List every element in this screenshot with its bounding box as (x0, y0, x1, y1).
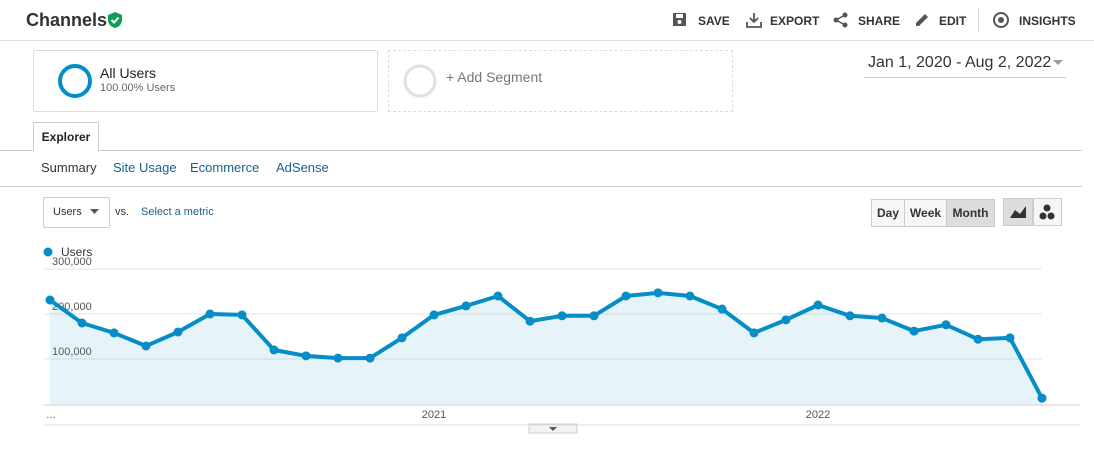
subtab-line (0, 186, 1082, 187)
segment-name: All Users (100, 65, 157, 81)
point (205, 309, 215, 319)
point (333, 353, 343, 363)
date-picker[interactable] (864, 53, 1066, 78)
point (621, 291, 631, 301)
point (973, 334, 983, 344)
x-tick-label: 2022 (806, 409, 830, 421)
point (461, 301, 471, 311)
point (717, 304, 727, 314)
select-metric[interactable]: Select a metric (141, 206, 214, 218)
edit-button[interactable]: EDIT (939, 14, 967, 28)
point (845, 311, 855, 321)
export-icon[interactable] (746, 12, 762, 28)
period-button[interactable]: Day (871, 199, 905, 227)
legend-label: Users (61, 245, 92, 259)
x-tick-label: 2021 (422, 409, 446, 421)
point (77, 318, 87, 328)
verified-icon (108, 12, 122, 28)
period-button[interactable]: Month (946, 199, 995, 227)
add-segment-card[interactable] (388, 50, 733, 112)
y-tick-label: 300,000 (52, 256, 92, 268)
point (141, 341, 151, 351)
point (589, 311, 599, 321)
point (877, 313, 887, 323)
collapse-caret (549, 427, 557, 431)
vs-label: vs. (115, 206, 130, 218)
subtab[interactable]: Site Usage (113, 160, 177, 175)
x-tick-label: ... (46, 409, 55, 421)
area (50, 292, 1042, 404)
point (1005, 333, 1015, 343)
edit-icon[interactable] (914, 12, 930, 28)
page-title: Channels (26, 10, 108, 30)
point (269, 345, 279, 355)
line (48, 290, 1044, 400)
save-icon[interactable] (672, 12, 688, 28)
legend-dot (43, 247, 53, 257)
point (493, 291, 503, 301)
header-bar (0, 0, 1094, 41)
insights-button[interactable]: INSIGHTS (1019, 14, 1076, 28)
point (1037, 393, 1047, 403)
divider (978, 8, 979, 32)
segment-card[interactable] (33, 50, 378, 112)
metric-dropdown[interactable] (43, 197, 110, 228)
chart-type-toggle[interactable] (1003, 198, 1063, 226)
share-button[interactable]: SHARE (858, 14, 901, 28)
add-segment-ring (403, 64, 437, 98)
share-icon[interactable] (833, 12, 849, 28)
export-button[interactable]: EXPORT (770, 14, 820, 28)
segment-detail: 100.00% Users (100, 82, 176, 94)
point (653, 288, 663, 298)
point (525, 316, 535, 326)
metric-caret (90, 209, 99, 214)
add-segment[interactable]: + Add Segment (446, 69, 543, 85)
subtab[interactable]: AdSense (276, 160, 329, 175)
point (557, 311, 567, 321)
date-caret[interactable] (1052, 59, 1064, 67)
point (301, 351, 311, 361)
point (397, 333, 407, 343)
metric[interactable]: Users (53, 206, 82, 218)
explorer-tab[interactable]: Explorer (33, 122, 99, 152)
point (45, 295, 55, 305)
point (237, 310, 247, 320)
point (365, 353, 375, 363)
date-range[interactable]: Jan 1, 2020 - Aug 2, 2022 (868, 54, 1052, 71)
point (685, 291, 695, 301)
point (909, 326, 919, 336)
insights-icon[interactable] (992, 11, 1010, 29)
point (109, 328, 119, 338)
point (173, 327, 183, 337)
point (781, 315, 791, 325)
point (941, 320, 951, 330)
point (813, 300, 823, 310)
subtab[interactable]: Summary (41, 160, 97, 175)
y-tick-label: 100,000 (52, 346, 92, 358)
point (749, 328, 759, 338)
period-button[interactable]: Week (904, 199, 947, 227)
subtab[interactable]: Ecommerce (190, 160, 260, 175)
point (429, 310, 439, 320)
save-button[interactable]: SAVE (698, 14, 730, 28)
tab-line (0, 150, 1082, 151)
segment-ring (58, 64, 92, 98)
